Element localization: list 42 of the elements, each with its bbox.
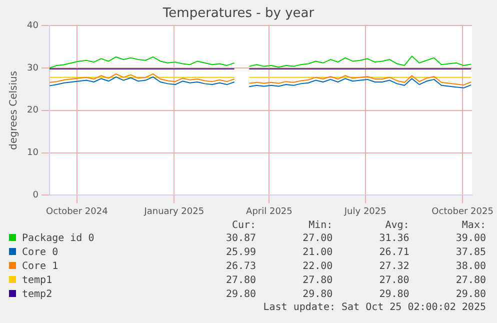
text: 22.00 (302, 260, 334, 274)
legend-label: temp1 (21, 274, 54, 288)
text: Min: (308, 220, 334, 232)
y-tick-label: 40 (27, 20, 39, 31)
text: 27.32 (378, 260, 410, 274)
y-axis-title: degrees Celsius (8, 70, 20, 150)
text: 29.80 (454, 288, 487, 302)
text: 29.80 (224, 288, 258, 302)
legend-label: temp2 (21, 288, 54, 302)
legend-label: Core 1 (21, 260, 60, 274)
text: Last update: Sat Oct 25 02:00:02 2025 (262, 302, 487, 314)
text: 21.00 (302, 246, 334, 260)
y-tick-label: 20 (27, 106, 39, 116)
text: 38.00 (454, 260, 487, 274)
text: 27.80 (454, 274, 487, 288)
text: Max: (460, 220, 487, 232)
text: Cur: (230, 220, 258, 232)
text: 27.80 (302, 274, 334, 288)
x-tick-label: January 2025 (143, 206, 204, 217)
text: 30.87 (224, 232, 258, 246)
x-tick-label: October 2025 (432, 206, 494, 217)
text: 29.80 (302, 288, 334, 302)
x-tick-label: April 2025 (246, 206, 292, 217)
text: 25.99 (224, 246, 258, 260)
x-tick-label: July 2025 (343, 206, 386, 217)
text: 31.36 (378, 232, 410, 246)
y-tick-label: 30 (27, 63, 39, 74)
y-tick-label: 10 (27, 148, 39, 158)
text: 26.71 (378, 246, 410, 260)
text: Avg: (384, 220, 410, 232)
text: 29.80 (378, 288, 410, 302)
text: 39.00 (454, 232, 487, 246)
text: 37.85 (454, 246, 487, 260)
y-tick-label: 0 (32, 190, 39, 201)
text: 26.73 (224, 260, 258, 274)
text: 27.80 (378, 274, 410, 288)
x-tick-label: October 2024 (46, 206, 108, 217)
text: 27.00 (302, 232, 334, 246)
legend-label: Package id 0 (21, 232, 96, 246)
chart-title: Temperatures - by year (162, 6, 315, 22)
text: 27.80 (224, 274, 258, 288)
legend-label: Core 0 (21, 246, 60, 260)
